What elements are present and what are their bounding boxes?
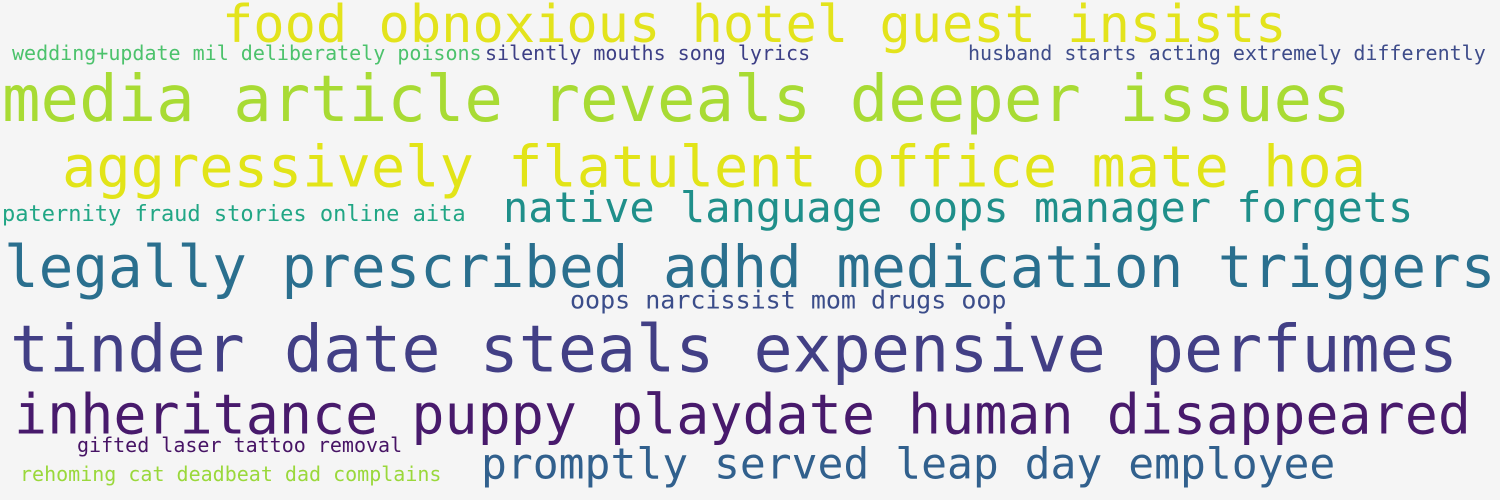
cloud-phrase: rehoming cat deadbeat dad complains (20, 462, 442, 486)
cloud-phrase: wedding+update mil deliberately poisons (12, 41, 482, 65)
cloud-phrase: oops narcissist mom drugs oop (570, 285, 1007, 315)
cloud-phrase: silently mouths song lyrics (485, 41, 811, 65)
cloud-phrase: native language oops manager forgets (503, 183, 1414, 232)
cloud-phrase: media article reveals deeper issues (2, 63, 1351, 137)
cloud-phrase: husband starts acting extremely differen… (968, 41, 1486, 65)
cloud-phrase: inheritance puppy playdate human disappe… (14, 382, 1471, 447)
cloud-phrase: paternity fraud stories online aita (2, 202, 466, 227)
cloud-phrase: food obnoxious hotel guest insists (222, 0, 1287, 55)
cloud-phrase: tinder date steals expensive perfumes (10, 312, 1458, 388)
cloud-phrase: aggressively flatulent office mate hoa (62, 134, 1367, 201)
cloud-phrase: legally prescribed adhd medication trigg… (4, 234, 1496, 302)
cloud-phrase: promptly served leap day employee (481, 439, 1336, 490)
cloud-phrase: gifted laser tattoo removal (77, 433, 403, 457)
